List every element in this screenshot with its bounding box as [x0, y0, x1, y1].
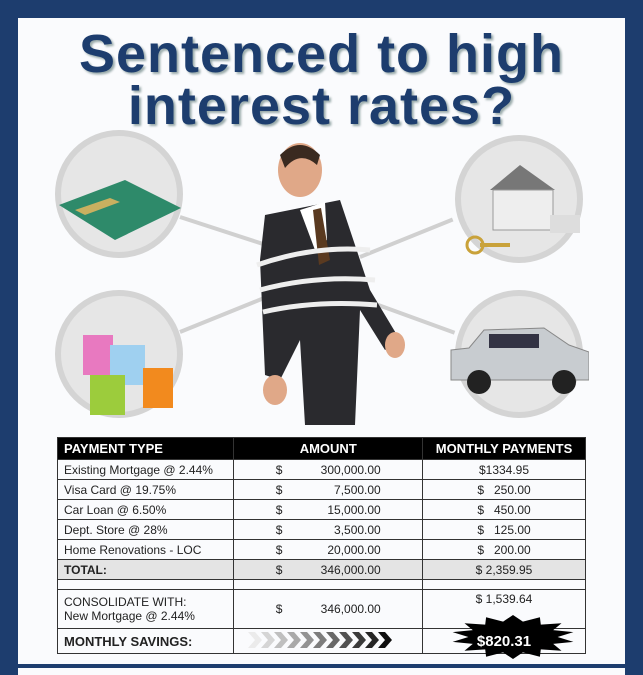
man-tied-with-rope-image [256, 143, 405, 425]
chevron-arrows-icon [248, 631, 393, 648]
chevron [287, 631, 302, 648]
consolidate-label: CONSOLIDATE WITH: New Mortgage @ 2.44% [56, 589, 235, 629]
payment-type: Visa Card @ 19.75% [56, 479, 235, 500]
amount: $7,500.00 [233, 479, 424, 500]
chevron [300, 631, 315, 648]
title-line-1: Sentenced to high [78, 24, 565, 84]
amount: $300,000.00 [233, 459, 424, 480]
credit-card-circle [55, 130, 183, 258]
payment-type: Car Loan @ 6.50% [56, 499, 235, 520]
chevron [378, 631, 393, 648]
table-row: Visa Card @ 19.75% $7,500.00 $ 250.00 [56, 479, 586, 500]
savings-cell: $820.31 [422, 615, 586, 659]
header-payment-type: PAYMENT TYPE [56, 437, 235, 460]
total-monthly: $ 2,359.95 [422, 559, 586, 580]
savings-value: $820.31 [476, 632, 532, 650]
chevron [274, 631, 289, 648]
car-circle [450, 290, 589, 418]
monthly-payment: $ 200.00 [422, 539, 586, 560]
page-title: Sentenced to high interest rates? [18, 24, 625, 136]
amount: $3,500.00 [233, 519, 424, 540]
title-line-2: interest rates? [127, 76, 516, 136]
total-row: TOTAL: $346,000.00 $ 2,359.95 [56, 559, 586, 580]
house-icon [465, 165, 580, 255]
arrows-graphic [233, 628, 424, 654]
shopping-bags-icon [83, 335, 173, 415]
monthly-payment: $ 450.00 [422, 499, 586, 520]
amount: $15,000.00 [233, 499, 424, 520]
savings-row: MONTHLY SAVINGS: $820.31 [56, 615, 586, 659]
amount: $20,000.00 [233, 539, 424, 560]
chevron [352, 631, 367, 648]
chevron [365, 631, 380, 648]
monthly-payment: $1334.95 [422, 459, 586, 480]
payment-type: Home Renovations - LOC [56, 539, 235, 560]
chevron [261, 631, 276, 648]
header-monthly-payments: MONTHLY PAYMENTS [422, 437, 586, 460]
divider [18, 664, 625, 668]
monthly-payment: $ 125.00 [422, 519, 586, 540]
table-row: Home Renovations - LOC $20,000.00 $ 200.00 [56, 539, 586, 560]
chevron [339, 631, 354, 648]
chevron [313, 631, 328, 648]
header-amount: AMOUNT [233, 437, 424, 460]
table-header: PAYMENT TYPE AMOUNT MONTHLY PAYMENTS [56, 437, 586, 460]
total-amount: $346,000.00 [233, 559, 424, 580]
payment-type: Existing Mortgage @ 2.44% [56, 459, 235, 480]
shopping-bags-circle [55, 290, 183, 418]
total-label: TOTAL: [56, 559, 235, 580]
table-row: Dept. Store @ 28% $3,500.00 $ 125.00 [56, 519, 586, 540]
chevron [326, 631, 341, 648]
savings-label: MONTHLY SAVINGS: [56, 628, 235, 654]
starburst-icon [452, 615, 574, 659]
payment-type: Dept. Store @ 28% [56, 519, 235, 540]
credit-card-icon [59, 180, 181, 240]
car-icon [450, 327, 589, 394]
payment-table: PAYMENT TYPE AMOUNT MONTHLY PAYMENTS Exi… [56, 437, 586, 659]
monthly-payment: $ 250.00 [422, 479, 586, 500]
chevron [248, 631, 263, 648]
spacer-row [56, 579, 586, 590]
table-row: Car Loan @ 6.50% $15,000.00 $ 450.00 [56, 499, 586, 520]
table-row: Existing Mortgage @ 2.44% $300,000.00 $133… [56, 459, 586, 480]
consolidate-amount: $346,000.00 [233, 589, 424, 629]
house-circle [455, 135, 583, 263]
